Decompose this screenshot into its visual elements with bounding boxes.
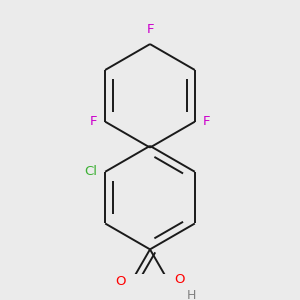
Text: F: F bbox=[146, 23, 154, 36]
Text: H: H bbox=[187, 289, 196, 300]
Text: F: F bbox=[203, 115, 211, 128]
Text: O: O bbox=[174, 273, 185, 286]
Text: F: F bbox=[89, 115, 97, 128]
Text: O: O bbox=[115, 275, 126, 288]
Text: Cl: Cl bbox=[84, 165, 97, 178]
